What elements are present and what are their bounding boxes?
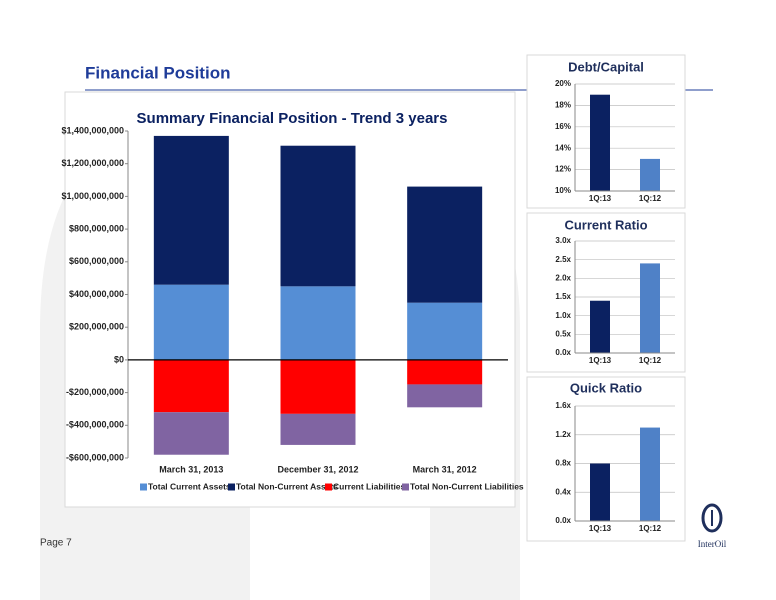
y-tick-label: 1.2x [555, 430, 571, 439]
bar-segment [153, 412, 229, 455]
y-tick-label: $1,400,000,000 [61, 125, 124, 135]
chart-title: Current Ratio [564, 217, 647, 232]
bar-segment [280, 286, 356, 360]
bar-segment [153, 135, 229, 285]
logo-text: InterOil [698, 539, 727, 549]
bar-segment [407, 359, 483, 385]
y-tick-label: 12% [555, 165, 571, 174]
x-tick-label: 1Q:13 [589, 194, 612, 203]
bar [590, 463, 610, 521]
y-tick-label: $0 [114, 354, 124, 364]
bar-segment [280, 145, 356, 287]
legend-swatch [228, 483, 235, 491]
bar-segment [153, 359, 229, 413]
bar-segment [280, 359, 356, 414]
y-tick-label: $1,000,000,000 [61, 191, 124, 201]
chart-title: Summary Financial Position - Trend 3 yea… [137, 110, 448, 127]
y-tick-label: 10% [555, 186, 571, 195]
x-tick-label: 1Q:13 [589, 524, 612, 533]
bar [640, 263, 660, 353]
y-tick-label: 20% [555, 79, 571, 88]
chart-title: Debt/Capital [568, 59, 644, 74]
y-tick-label: 2.5x [555, 255, 571, 264]
legend-swatch [325, 483, 332, 491]
x-tick-label: March 31, 2013 [159, 464, 223, 474]
y-tick-label: $800,000,000 [69, 223, 124, 233]
x-tick-label: 1Q:12 [639, 194, 662, 203]
bar-segment [153, 284, 229, 360]
y-tick-label: $400,000,000 [69, 289, 124, 299]
x-tick-label: 1Q:12 [639, 356, 662, 365]
bar [590, 94, 610, 191]
page-number: Page 7 [40, 538, 72, 549]
bar-segment [280, 413, 356, 445]
bar [640, 427, 660, 521]
bar-segment [407, 302, 483, 360]
page-title: Financial Position [85, 63, 230, 82]
bar [590, 300, 610, 353]
legend-label: Current Liabilities [333, 481, 406, 491]
y-tick-label: 2.0x [555, 273, 571, 282]
bar-segment [407, 186, 483, 303]
y-tick-label: 1.5x [555, 292, 571, 301]
x-tick-label: December 31, 2012 [277, 464, 358, 474]
x-tick-label: March 31, 2012 [413, 464, 477, 474]
bar [640, 158, 660, 191]
y-tick-label: 0.8x [555, 459, 571, 468]
y-tick-label: 0.0x [555, 516, 571, 525]
y-tick-label: 3.0x [555, 236, 571, 245]
y-tick-label: 18% [555, 101, 571, 110]
legend-label: Total Non-Current Assets [236, 481, 338, 491]
legend-label: Total Non-Current Liabilities [410, 481, 524, 491]
chart-title: Quick Ratio [570, 380, 642, 395]
legend-label: Total Current Assets [148, 481, 231, 491]
x-tick-label: 1Q:12 [639, 524, 662, 533]
y-tick-label: 1.6x [555, 401, 571, 410]
y-tick-label: 0.4x [555, 487, 571, 496]
y-tick-label: -$600,000,000 [66, 452, 124, 462]
y-tick-label: 16% [555, 122, 571, 131]
y-tick-label: -$400,000,000 [66, 420, 124, 430]
y-tick-label: -$200,000,000 [66, 387, 124, 397]
y-tick-label: $200,000,000 [69, 322, 124, 332]
legend-swatch [402, 483, 409, 491]
y-tick-label: $600,000,000 [69, 256, 124, 266]
y-tick-label: 1.0x [555, 311, 571, 320]
bar-segment [407, 384, 483, 408]
y-tick-label: $1,200,000,000 [61, 158, 124, 168]
y-tick-label: 0.5x [555, 329, 571, 338]
y-tick-label: 0.0x [555, 348, 571, 357]
y-tick-label: 14% [555, 143, 571, 152]
logo-mark [701, 503, 723, 533]
x-tick-label: 1Q:13 [589, 356, 612, 365]
legend-swatch [140, 483, 147, 491]
